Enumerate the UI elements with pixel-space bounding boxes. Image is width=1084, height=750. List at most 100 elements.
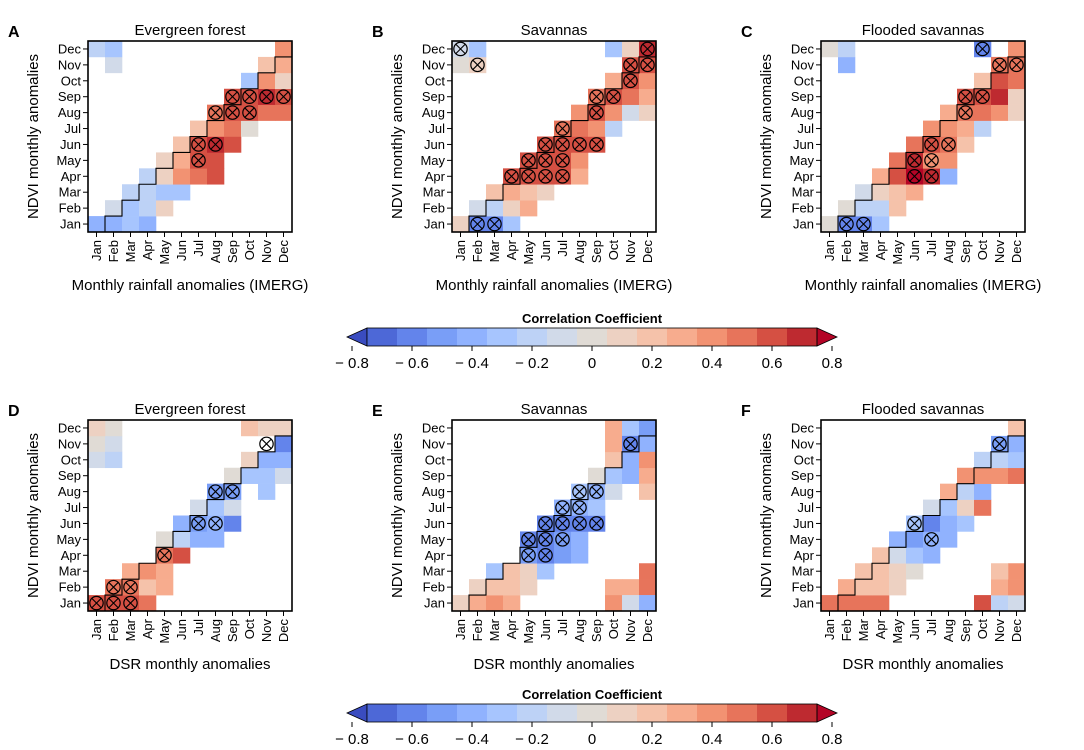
colorbar-swatch — [727, 328, 758, 346]
plot-frame — [451, 419, 657, 612]
heatmap-cell — [503, 200, 521, 217]
colorbar-tick-label: − 0.6 — [395, 731, 429, 748]
heatmap-cell — [838, 595, 856, 612]
colorbar-swatch — [427, 328, 458, 346]
colorbar-tick-label: 0.2 — [642, 731, 663, 748]
heatmap-cell — [991, 72, 1009, 90]
colorbar-swatch — [547, 704, 578, 722]
heatmap-cell — [940, 152, 958, 169]
heatmap-cell — [173, 184, 191, 201]
significance-marker — [538, 548, 553, 563]
heatmap-cell — [821, 595, 839, 612]
x-tick-label: May — [890, 619, 905, 644]
heatmap-cell — [605, 579, 623, 596]
colorbar-tick-label: 0 — [588, 731, 596, 748]
y-tick-label: Nov — [58, 57, 82, 72]
x-tick-label: Mar — [856, 618, 871, 641]
x-axis-label: Monthly rainfall anomalies (IMERG) — [805, 277, 1042, 294]
heatmap-cell — [889, 579, 907, 596]
heatmap-cell — [957, 499, 975, 516]
heatmap-cell — [275, 56, 293, 74]
heatmap-cell — [224, 467, 242, 484]
panel-letter: B — [372, 24, 384, 41]
x-tick-label: Jun — [907, 619, 922, 640]
heatmap-cell — [605, 451, 623, 469]
x-tick-label: Jan — [822, 240, 837, 261]
y-tick-label: Jul — [797, 500, 814, 515]
heatmap-cell — [605, 467, 623, 484]
colorbar-swatch — [457, 328, 488, 346]
heatmap-cell — [469, 595, 487, 612]
significance-marker — [992, 57, 1007, 73]
y-tick-label: Mar — [792, 185, 815, 200]
plot-frame — [820, 419, 1026, 612]
heatmap-cell — [605, 420, 623, 437]
x-axis-label: DSR monthly anomalies — [843, 656, 1004, 673]
x-tick-label: Oct — [242, 619, 257, 640]
heatmap-cell — [139, 563, 157, 580]
heatmap-cell — [906, 184, 924, 201]
colorbar-swatch — [517, 704, 548, 722]
x-tick-label: Jun — [538, 240, 553, 261]
heatmap-cell — [469, 200, 487, 217]
x-tick-label: Dec — [276, 240, 291, 264]
heatmap-cell — [1008, 420, 1026, 437]
y-tick-label: Jul — [64, 500, 81, 515]
significance-marker — [975, 89, 990, 104]
colorbar-tick-label: − 0.4 — [455, 731, 489, 748]
heatmap-cell — [190, 168, 208, 185]
heatmap-cell — [207, 168, 225, 185]
significance-marker — [208, 516, 223, 531]
heatmap-cell — [923, 499, 941, 516]
significance-marker — [572, 516, 587, 531]
x-tick-label: Dec — [1009, 240, 1024, 264]
x-tick-label: Mar — [123, 239, 138, 262]
heatmap-cell — [622, 579, 640, 596]
significance-marker — [123, 579, 138, 595]
x-tick-label: Sep — [958, 619, 973, 642]
plot-frame — [87, 419, 293, 612]
colorbar-swatch — [607, 704, 638, 722]
significance-marker — [924, 169, 939, 184]
heatmap-cell — [520, 579, 538, 596]
heatmap-cell — [639, 72, 657, 90]
colorbar-swatch — [787, 704, 818, 722]
y-tick-label: Sep — [58, 89, 81, 104]
heatmap-cell — [974, 451, 992, 469]
x-tick-label: Aug — [208, 240, 223, 263]
heatmap-cell — [957, 120, 975, 137]
x-tick-label: Feb — [839, 619, 854, 641]
heatmap-cell — [889, 152, 907, 169]
y-tick-label: Jun — [60, 516, 81, 531]
x-tick-label: Feb — [106, 240, 121, 262]
heatmap-cell — [156, 168, 174, 185]
significance-marker — [589, 484, 604, 499]
heatmap-cell — [991, 88, 1009, 105]
x-tick-label: Jan — [89, 240, 104, 261]
significance-marker — [907, 169, 922, 184]
x-tick-label: Mar — [856, 239, 871, 262]
colorbar-swatch — [457, 704, 488, 722]
significance-marker — [640, 57, 655, 73]
x-tick-label: Sep — [589, 619, 604, 642]
significance-marker — [538, 516, 553, 531]
heatmap-cell — [241, 420, 259, 437]
heatmap-cell — [1008, 104, 1026, 121]
colorbar-tick-label: − 0.2 — [515, 355, 549, 372]
heatmap-cell — [639, 563, 657, 580]
heatmap-cell — [957, 467, 975, 484]
heatmap-cell — [639, 483, 657, 500]
heatmap-cell — [173, 136, 191, 153]
colorbar-tick-label: − 0.8 — [335, 731, 369, 748]
diagonal-staircase — [821, 41, 1026, 233]
heatmap-cell — [122, 184, 140, 201]
heatmap-cell — [940, 120, 958, 137]
heatmap-cell — [105, 216, 123, 233]
y-tick-label: Jan — [424, 596, 445, 611]
heatmap-cell — [957, 483, 975, 500]
x-tick-label: Jul — [191, 240, 206, 257]
plot-frame — [451, 40, 657, 233]
heatmap-cell — [855, 579, 873, 596]
significance-marker — [538, 169, 553, 184]
